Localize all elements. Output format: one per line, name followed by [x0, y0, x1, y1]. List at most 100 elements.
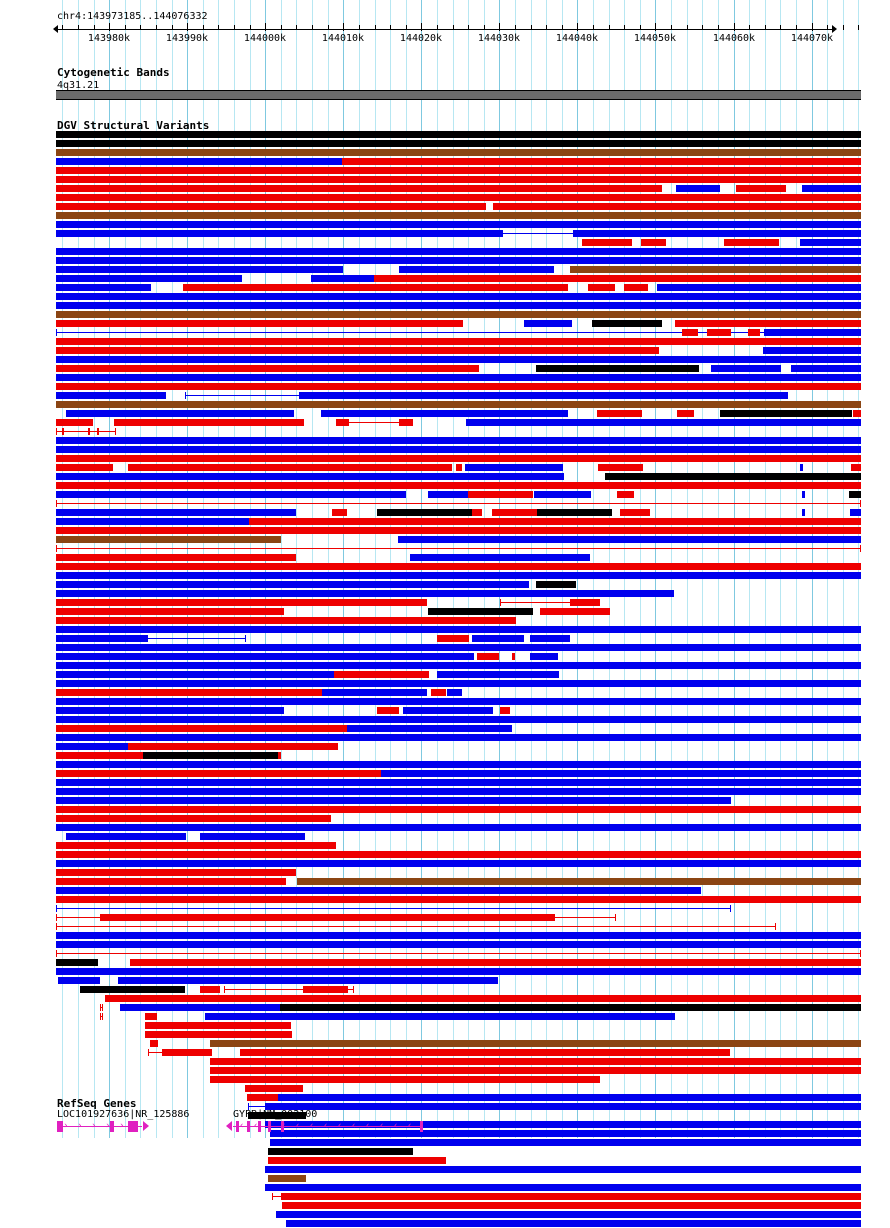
variant-row[interactable] [0, 554, 890, 562]
variant-loss[interactable] [56, 302, 861, 309]
variant-gain[interactable] [598, 464, 643, 471]
variant-loss[interactable] [800, 239, 861, 246]
variant-gain[interactable] [56, 455, 861, 462]
variant-row[interactable] [0, 1184, 890, 1192]
variant-gain[interactable] [56, 608, 284, 615]
variant-gain[interactable] [247, 1094, 269, 1101]
variant-gain[interactable] [540, 608, 610, 615]
variant-row[interactable] [0, 1076, 890, 1084]
variant-row[interactable] [0, 734, 890, 742]
variant-row[interactable] [0, 1094, 890, 1102]
variant-row[interactable] [0, 536, 890, 544]
variant-loss[interactable] [802, 509, 805, 516]
variant-gain[interactable] [56, 842, 336, 849]
variant-gain[interactable] [851, 464, 861, 471]
variant-loss[interactable] [428, 491, 476, 498]
variant-row[interactable] [0, 212, 890, 220]
variant-gain[interactable] [128, 743, 338, 750]
variant-gain[interactable] [677, 410, 694, 417]
variant-row[interactable] [0, 563, 890, 571]
variant-row[interactable] [0, 743, 890, 751]
variant-loss[interactable] [56, 491, 406, 498]
variant-loss[interactable] [574, 230, 861, 237]
variant-row[interactable] [0, 635, 890, 643]
variant-row[interactable] [0, 1148, 890, 1156]
variant-gain[interactable] [736, 185, 786, 192]
variant-gain[interactable] [210, 1067, 861, 1074]
variant-inversion[interactable] [268, 1175, 306, 1182]
variant-loss[interactable] [56, 626, 861, 633]
variant-loss[interactable] [56, 671, 366, 678]
variant-loss[interactable] [265, 1184, 861, 1191]
variant-row[interactable] [0, 266, 890, 274]
variant-row[interactable] [0, 1103, 890, 1111]
variant-gain[interactable] [56, 194, 861, 201]
variant-gain[interactable] [682, 329, 698, 336]
variant-row[interactable] [0, 581, 890, 589]
variant-complex[interactable] [143, 752, 278, 759]
variant-loss[interactable] [465, 464, 563, 471]
variant-loss[interactable] [56, 860, 861, 867]
variant-loss[interactable] [200, 833, 305, 840]
variant-gain[interactable] [56, 185, 662, 192]
variant-loss[interactable] [56, 887, 701, 894]
variant-complex[interactable] [537, 509, 612, 516]
variant-loss[interactable] [802, 491, 805, 498]
variant-gain[interactable] [675, 320, 861, 327]
variant-row[interactable] [0, 1013, 890, 1021]
variant-gain[interactable] [145, 1022, 291, 1029]
variant-row[interactable] [0, 662, 890, 670]
variant-row[interactable] [0, 1220, 890, 1228]
variant-complex[interactable] [56, 959, 98, 966]
variant-complex[interactable] [268, 1148, 413, 1155]
variant-loss[interactable] [398, 536, 861, 543]
variant-complex[interactable] [428, 608, 533, 615]
variant-loss[interactable] [56, 734, 861, 741]
variant-loss[interactable] [56, 680, 861, 687]
variant-gain[interactable] [249, 518, 861, 525]
variant-loss[interactable] [300, 392, 788, 399]
variant-row[interactable] [0, 932, 890, 940]
variant-row[interactable] [0, 860, 890, 868]
variant-gain[interactable] [145, 1013, 157, 1020]
variant-loss[interactable] [58, 977, 100, 984]
variant-gain[interactable] [183, 284, 568, 291]
variant-row[interactable] [0, 248, 890, 256]
variant-loss[interactable] [56, 284, 151, 291]
variant-row[interactable] [0, 698, 890, 706]
variant-row[interactable] [0, 464, 890, 472]
variant-loss[interactable] [763, 347, 861, 354]
variant-complex[interactable] [592, 320, 662, 327]
variant-loss[interactable] [56, 275, 242, 282]
variant-gain[interactable] [342, 158, 861, 165]
variant-row[interactable] [0, 293, 890, 301]
variant-inversion[interactable] [56, 149, 861, 156]
variant-row[interactable] [0, 1022, 890, 1030]
variant-gain[interactable] [377, 707, 399, 714]
variant-gain[interactable] [150, 1040, 158, 1047]
variant-row[interactable] [0, 1193, 890, 1201]
variant-row[interactable] [0, 176, 890, 184]
variant-row[interactable] [0, 797, 890, 805]
variant-row[interactable] [0, 806, 890, 814]
variant-row[interactable] [0, 374, 890, 382]
variant-loss[interactable] [399, 266, 554, 273]
variant-row[interactable] [0, 842, 890, 850]
variant-gain[interactable] [597, 410, 642, 417]
variant-row[interactable] [0, 824, 890, 832]
variant-row[interactable] [0, 1130, 890, 1138]
variant-loss[interactable] [265, 1121, 861, 1128]
variant-row[interactable] [0, 1157, 890, 1165]
gene-exon[interactable] [247, 1121, 250, 1132]
variant-row[interactable] [0, 257, 890, 265]
variant-row[interactable] [0, 878, 890, 886]
variant-loss[interactable] [466, 419, 861, 426]
variant-gain[interactable] [853, 410, 861, 417]
variant-gain[interactable] [245, 1085, 303, 1092]
variant-gain[interactable] [56, 689, 353, 696]
variant-row[interactable] [0, 482, 890, 490]
variant-loss[interactable] [56, 293, 861, 300]
variant-row[interactable] [0, 185, 890, 193]
variant-complex[interactable] [720, 410, 852, 417]
cytoband-bar[interactable] [56, 90, 861, 100]
